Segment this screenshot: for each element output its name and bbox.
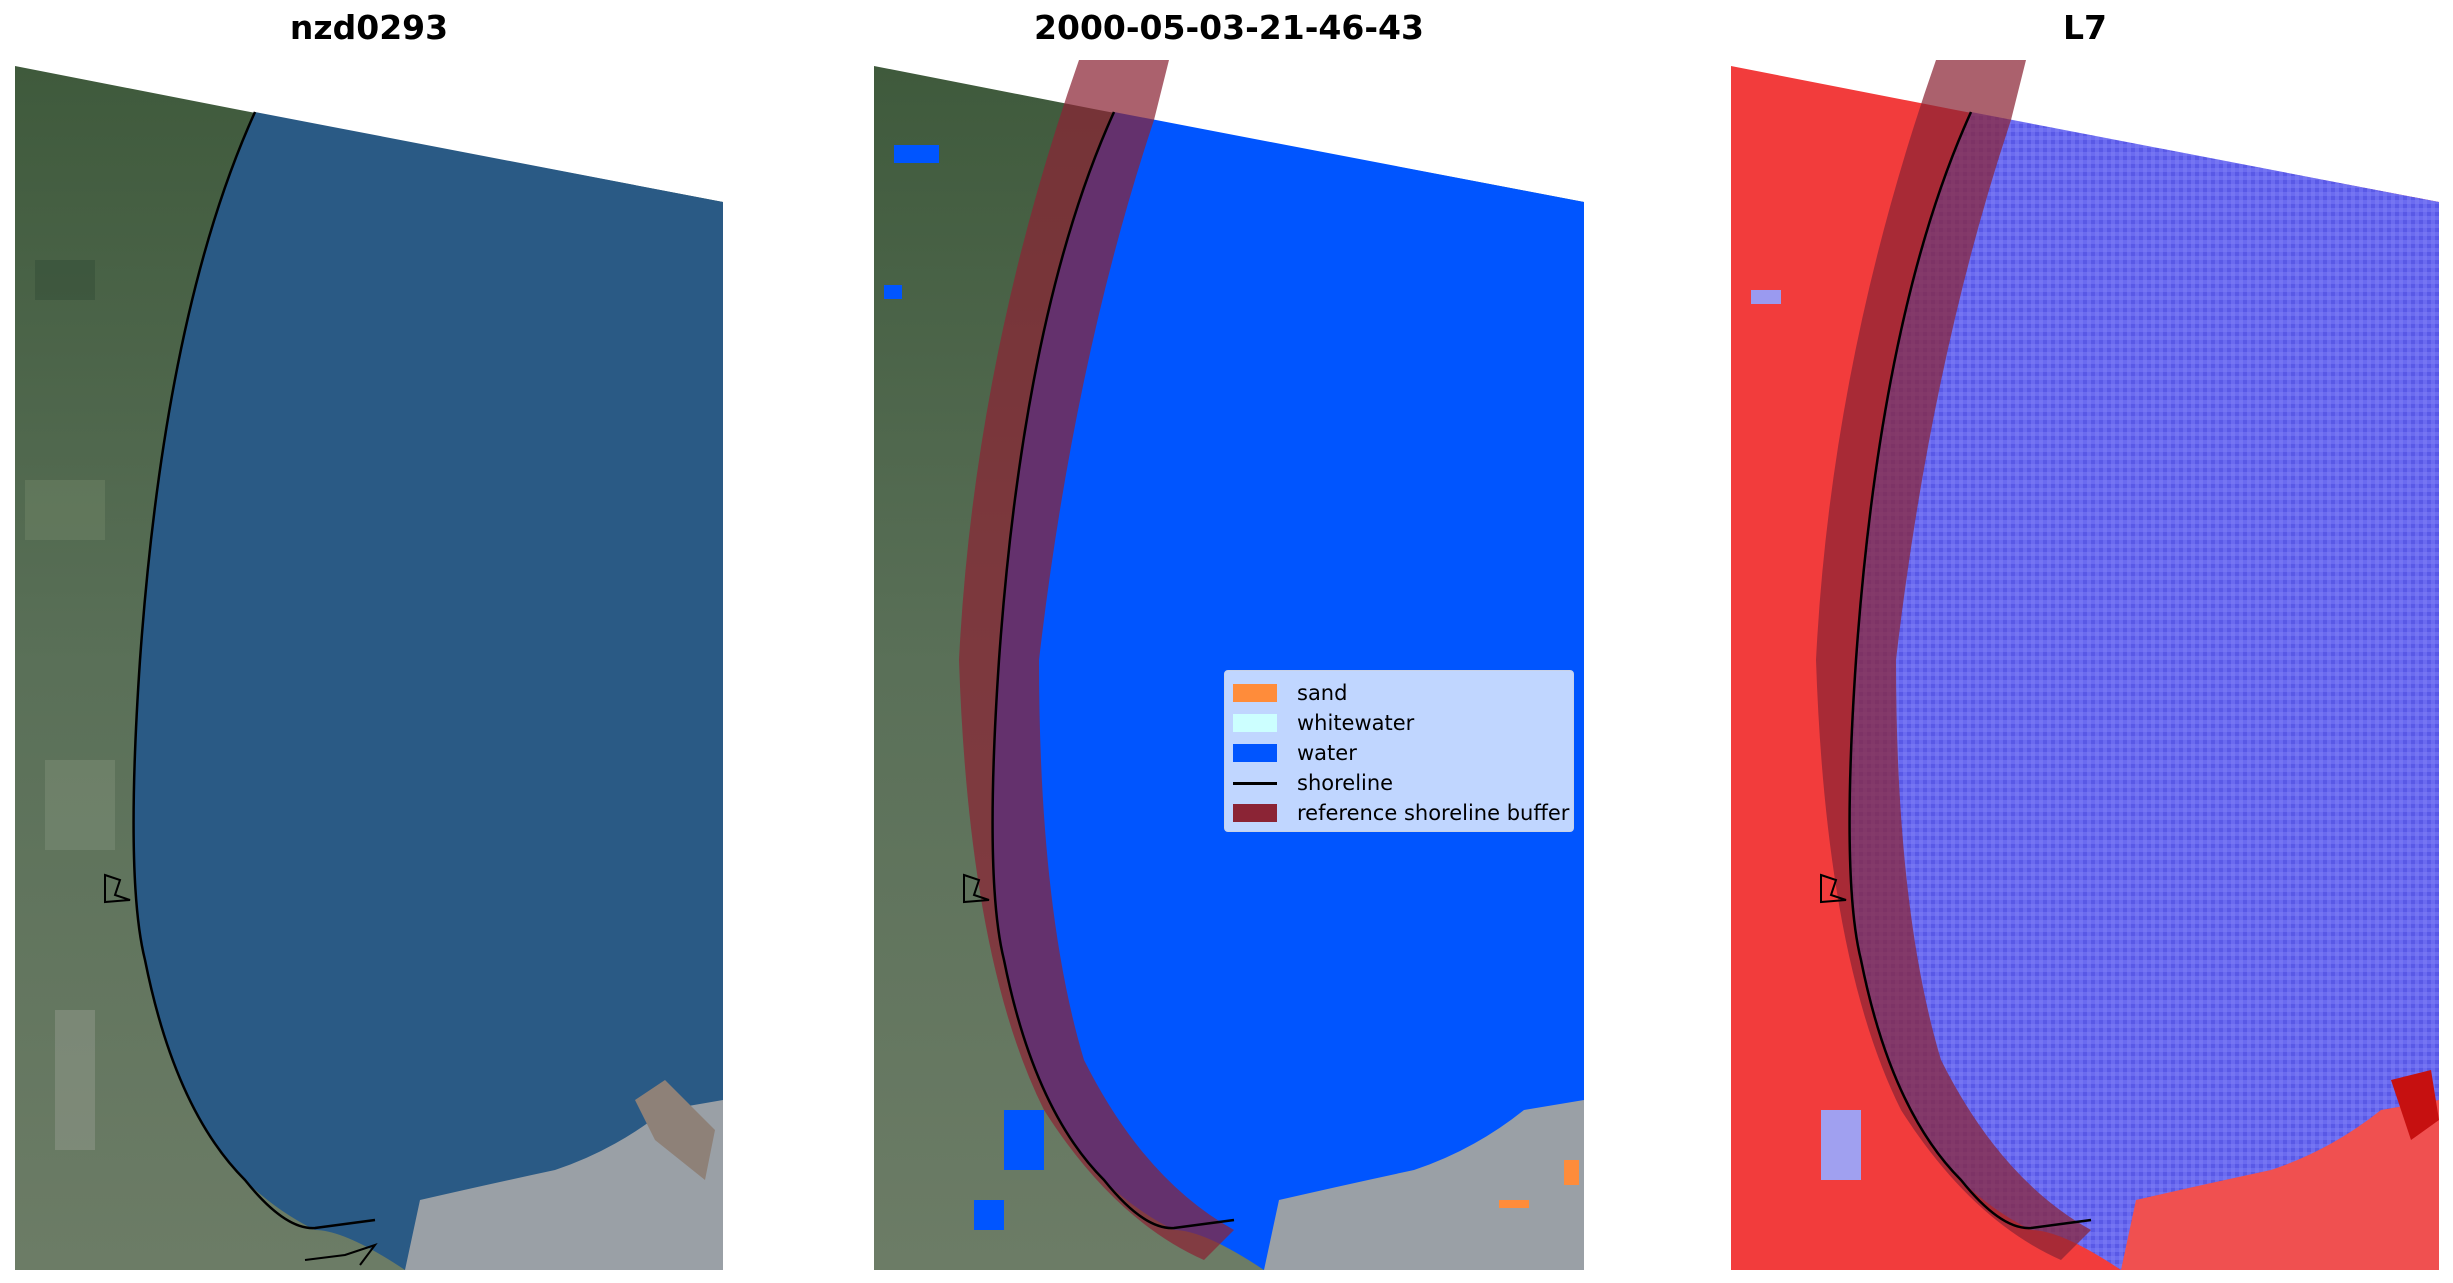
shoreline-line: [1848, 111, 2092, 1230]
legend: sand whitewater water shoreline referenc…: [1224, 670, 1574, 832]
reference-shoreline-buffer: [1816, 60, 2091, 1260]
legend-label: water: [1297, 741, 1357, 765]
classification-panel: [874, 60, 1584, 1270]
sea-area: [133, 112, 723, 1270]
sand-pixels: [1564, 1160, 1579, 1185]
panel-title-rgb: nzd0293: [289, 8, 449, 47]
panel-title-index: L7: [2063, 8, 2107, 47]
legend-label: reference shoreline buffer: [1297, 801, 1570, 825]
panel-title-classification: 2000-05-03-21-46-43: [1034, 8, 1424, 47]
shoreline-swatch: [1233, 781, 1277, 785]
sand-swatch: [1233, 684, 1277, 702]
index-panel: [1731, 60, 2439, 1270]
buffer-swatch: [1233, 804, 1277, 822]
rgb-image-panel: [15, 66, 723, 1270]
legend-item-whitewater: whitewater: [1233, 709, 1414, 737]
city-area: [405, 1100, 723, 1270]
whitewater-swatch: [1233, 714, 1277, 732]
shoreline-line: [991, 111, 1235, 1230]
legend-item-water: water: [1233, 739, 1357, 767]
shoreline-line: [132, 111, 376, 1230]
legend-label: sand: [1297, 681, 1348, 705]
water-index-area: [1849, 112, 2439, 1270]
water-swatch: [1233, 744, 1277, 762]
legend-item-shoreline: shoreline: [1233, 769, 1393, 797]
legend-label: shoreline: [1297, 771, 1394, 795]
legend-item-sand: sand: [1233, 679, 1347, 707]
legend-label: whitewater: [1297, 711, 1415, 735]
legend-item-buffer: reference shoreline buffer: [1233, 799, 1569, 827]
reference-shoreline-buffer: [959, 60, 1234, 1260]
